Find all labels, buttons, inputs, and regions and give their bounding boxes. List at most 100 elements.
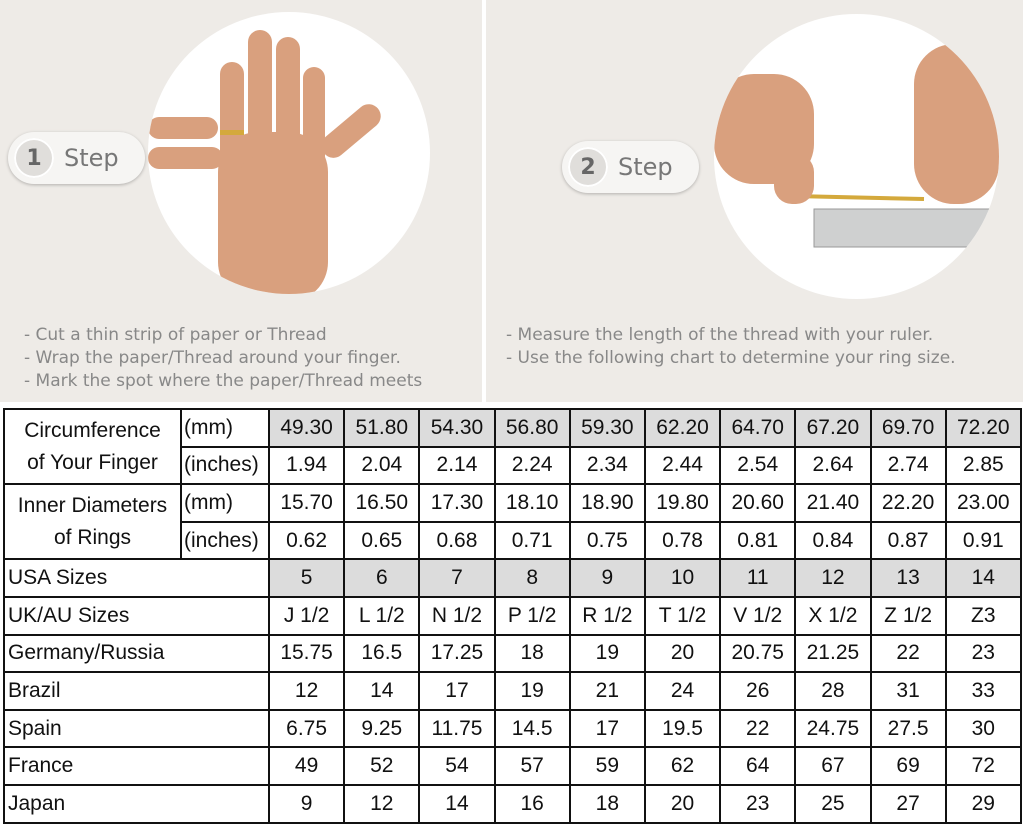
table-cell: 0.81: [719, 520, 797, 561]
table-cell: 0.78: [643, 520, 722, 561]
table-cell: V 1/2: [719, 595, 797, 636]
label-line: Inner Diameters: [17, 493, 168, 517]
table-cell: 12: [343, 783, 421, 824]
table-cell: 2.04: [343, 445, 421, 486]
label-line: Circumference: [24, 418, 161, 442]
table-cell: 72: [944, 746, 1022, 786]
step1-badge: 1 Step: [8, 132, 145, 184]
table-cell: 24: [643, 671, 722, 711]
table-cell: 19.80: [643, 483, 722, 523]
instruction: - Wrap the paper/Thread around your fing…: [24, 348, 401, 368]
table-cell: 14.5: [493, 708, 571, 749]
table-cell: 0.68: [418, 520, 496, 561]
table-cell: L 1/2: [343, 595, 421, 636]
table-cell: 0.91: [944, 520, 1022, 561]
table-cell: 67: [794, 746, 872, 786]
table-cell: 56.80: [493, 408, 571, 448]
table-cell: 2.14: [418, 445, 496, 486]
table-cell: 9.25: [343, 708, 421, 749]
table-cell: 9: [568, 558, 646, 598]
table-cell: 18.10: [493, 483, 571, 523]
table-cell: 7: [418, 558, 496, 598]
table-cell: 0.84: [794, 520, 872, 561]
row-label: Germany/Russia: [3, 633, 270, 674]
table-cell: R 1/2: [568, 595, 646, 636]
table-cell: N 1/2: [418, 595, 496, 636]
table-row: Germany/Russia 15.75 16.5 17.25 18 19 20 20.75 2…: [3, 633, 1022, 674]
table-cell: 0.71: [493, 520, 571, 561]
step-number: 1: [14, 138, 54, 178]
step1-instructions: - Cut a thin strip of paper or Thread - …: [24, 324, 422, 393]
label-line: of Your Finger: [27, 450, 158, 474]
table-cell: 6: [343, 558, 421, 598]
table-row: France 49 52 54 57 59 62 64 67 69 72: [3, 746, 1022, 786]
table-cell: 9: [267, 783, 346, 824]
table-row: USA Sizes 5 6 7 8 9 10 11 12 13 14: [3, 558, 1022, 598]
ruler-photo: [714, 14, 999, 299]
table-cell: 17: [568, 708, 646, 749]
table-cell: 0.65: [343, 520, 421, 561]
table-cell: 2.34: [568, 445, 646, 486]
table-cell: P 1/2: [493, 595, 571, 636]
table-cell: 17: [418, 671, 496, 711]
table-cell: 19: [568, 633, 646, 674]
table-cell: 52: [343, 746, 421, 786]
table-cell: 30: [944, 708, 1022, 749]
table-cell: 21: [568, 671, 646, 711]
table-cell: 10: [643, 558, 722, 598]
table-cell: 8: [493, 558, 571, 598]
table-cell: 69.70: [869, 408, 947, 448]
table-cell: 67.20: [794, 408, 872, 448]
row-label: France: [3, 746, 270, 786]
table-row: (inches) 0.62 0.65 0.68 0.71 0.75 0.78 0.81 0.84…: [4, 520, 1022, 561]
table-cell: 18.90: [568, 483, 646, 523]
table-cell: 21.25: [794, 633, 872, 674]
table-cell: 14: [418, 783, 496, 824]
row-label: UK/AU Sizes: [3, 595, 270, 636]
table-cell: 54.30: [418, 408, 496, 448]
table-cell: 14: [343, 671, 421, 711]
table-cell: 2.74: [869, 445, 947, 486]
table-cell: 27: [869, 783, 947, 824]
table-cell: 72.20: [944, 408, 1022, 448]
table-cell: 12: [794, 558, 872, 598]
table-cell: 51.80: [343, 408, 421, 448]
table-cell: 20.75: [719, 633, 797, 674]
table-cell: 14: [944, 558, 1022, 598]
table-cell: 22: [719, 708, 797, 749]
ruler-icon: [714, 44, 999, 248]
table-cell: 11: [719, 558, 797, 598]
table-cell: 69: [869, 746, 947, 786]
table-cell: 24.75: [794, 708, 872, 749]
table-cell: 16.5: [343, 633, 421, 674]
table-row: Brazil 12 14 17 19 21 24 26 28 31 33: [3, 671, 1022, 711]
step2-panel: 2 Step - Measure the length of the threa…: [486, 0, 1023, 402]
step-number: 2: [568, 147, 608, 187]
label-line: of Rings: [53, 525, 132, 549]
table-cell: 20.60: [719, 483, 797, 523]
table-row: UK/AU Sizes J 1/2 L 1/2 N 1/2 P 1/2 R 1/2 T 1/…: [3, 595, 1022, 636]
table-row: Circumference of Your Finger (mm) 49.30 51.8…: [3, 407, 1022, 486]
ring-size-table: Circumference of Your Finger (mm) 49.30 51.8…: [3, 407, 1022, 824]
table-cell: 25: [794, 783, 872, 824]
step-label: Step: [618, 153, 673, 181]
table-cell: 64: [719, 746, 797, 786]
step2-badge: 2 Step: [562, 141, 699, 193]
table-cell: 22: [869, 633, 947, 674]
table-cell: 12: [267, 671, 346, 711]
hand-icon: [148, 30, 381, 294]
table-cell: 59: [568, 746, 646, 786]
table-cell: 16: [493, 783, 571, 824]
table-cell: 1.94: [267, 445, 346, 486]
table-cell: 5: [267, 558, 346, 598]
table-cell: 49: [267, 746, 346, 786]
table-cell: 64.70: [719, 408, 797, 448]
circumference-label: Circumference of Your Finger: [3, 407, 182, 486]
table-cell: 0.62: [267, 520, 346, 561]
table-cell: 20: [643, 633, 722, 674]
table-cell: 26: [719, 671, 797, 711]
table-cell: 13: [869, 558, 947, 598]
table-cell: 23.00: [944, 483, 1022, 523]
table-cell: J 1/2: [267, 595, 346, 636]
table-cell: 0.87: [869, 520, 947, 561]
